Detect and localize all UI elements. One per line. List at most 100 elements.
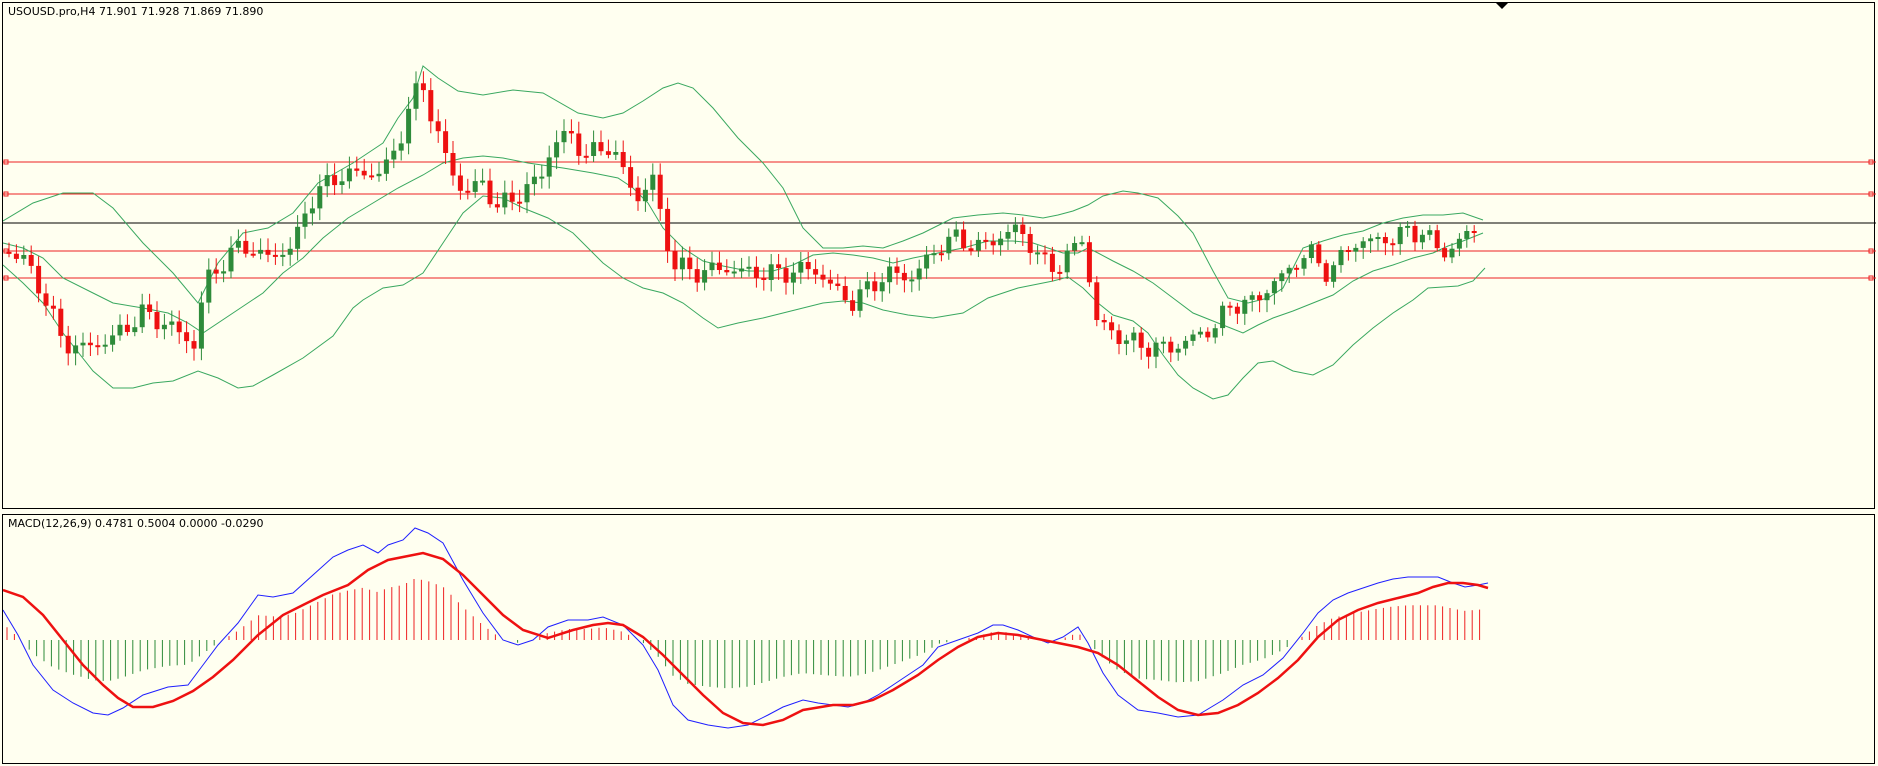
- candle-body: [1220, 305, 1226, 329]
- candle-body: [1094, 282, 1100, 320]
- candle-body: [1109, 322, 1115, 331]
- candle-body: [1183, 340, 1189, 349]
- candle-body: [531, 176, 537, 185]
- candle-body: [583, 155, 589, 158]
- candle-body: [154, 312, 160, 330]
- candle-body: [1345, 250, 1351, 252]
- candle-body: [1471, 231, 1477, 233]
- candle-body: [724, 270, 730, 273]
- candle-body: [1168, 341, 1174, 353]
- candle-body: [1234, 306, 1240, 314]
- candle-body: [280, 254, 286, 257]
- candle-body: [1434, 230, 1440, 249]
- price-chart-pane[interactable]: USOUSD.pro,H4 71.901 71.928 71.869 71.89…: [2, 2, 1876, 510]
- candle-body: [1175, 348, 1181, 353]
- candle-body: [1308, 244, 1314, 258]
- candle-body: [228, 247, 234, 272]
- candle-body: [938, 253, 944, 256]
- macd-chart[interactable]: [3, 515, 1876, 765]
- candle-body: [1449, 248, 1455, 258]
- candle-body: [879, 282, 885, 292]
- candle-body: [761, 278, 767, 280]
- candle-body: [1397, 227, 1403, 245]
- candle-body: [302, 213, 308, 227]
- level-line-handle-right: [1868, 159, 1874, 165]
- candle-body: [776, 264, 782, 268]
- candle-body: [909, 279, 915, 282]
- candle-body: [487, 180, 493, 205]
- candle-body: [243, 240, 249, 254]
- candle-body: [872, 281, 878, 292]
- candle-body: [1331, 265, 1337, 282]
- candle-body: [169, 321, 175, 325]
- candle-body: [21, 255, 27, 259]
- candle-body: [1405, 225, 1411, 228]
- candle-body: [36, 265, 42, 294]
- candle-body: [295, 226, 301, 249]
- candle-body: [731, 271, 737, 274]
- candle-body: [132, 327, 138, 333]
- candle-body: [102, 344, 108, 347]
- candle-body: [864, 281, 870, 290]
- candle-body: [1456, 238, 1462, 249]
- candle-body: [213, 269, 219, 274]
- symbol-info-label: USOUSD.pro,H4 71.901 71.928 71.869 71.89…: [8, 5, 264, 18]
- candle-body: [687, 257, 693, 270]
- candle-body: [1442, 248, 1448, 258]
- level-line-handle-left: [3, 248, 9, 254]
- candle-body: [1160, 341, 1166, 344]
- candle-body: [591, 142, 597, 156]
- candle-body: [990, 241, 996, 246]
- macd-pane[interactable]: MACD(12,26,9) 0.4781 0.5004 0.0000 -0.02…: [2, 514, 1875, 764]
- candle-body: [443, 131, 449, 153]
- level-line-handle-left: [3, 191, 9, 197]
- level-line-handle-right: [1868, 248, 1874, 254]
- candle-body: [1242, 299, 1248, 314]
- candle-body: [790, 272, 796, 283]
- macd-signal-line: [3, 551, 1489, 727]
- candle-body: [1057, 271, 1063, 274]
- candle-body: [1205, 331, 1211, 338]
- candle-body: [1227, 305, 1233, 308]
- candle-body: [1271, 281, 1277, 294]
- candle-body: [369, 175, 375, 178]
- candle-body: [428, 90, 434, 122]
- candle-body: [1101, 320, 1107, 323]
- candle-body: [887, 266, 893, 283]
- candle-body: [642, 189, 648, 202]
- candle-body: [221, 271, 227, 274]
- candle-body: [191, 341, 197, 349]
- macd-histogram-group: [6, 579, 1481, 689]
- candle-body: [317, 186, 323, 209]
- candle-body: [1020, 224, 1026, 234]
- candle-body: [413, 83, 419, 109]
- candle-body: [1123, 340, 1129, 344]
- candle-body: [1049, 253, 1055, 272]
- candle-body: [147, 304, 153, 312]
- candle-body: [1286, 267, 1292, 274]
- candle-body: [1360, 241, 1366, 248]
- candle-body: [953, 229, 959, 237]
- candle-body: [1035, 252, 1041, 255]
- chart-shift-marker-icon: [1496, 3, 1508, 9]
- candle-body: [924, 254, 930, 269]
- candle-body: [265, 249, 271, 255]
- candle-body: [1212, 328, 1218, 338]
- candle-body: [494, 204, 500, 208]
- candle-body: [332, 175, 338, 186]
- candle-body: [1249, 295, 1255, 300]
- candle-body: [983, 239, 989, 242]
- candle-body: [65, 335, 71, 354]
- candle-body: [117, 324, 123, 336]
- level-line-handle-right: [1868, 275, 1874, 281]
- candle-body: [554, 142, 560, 158]
- candle-body: [206, 269, 212, 303]
- price-chart[interactable]: [3, 3, 1876, 510]
- candle-body: [650, 174, 656, 190]
- candle-body: [435, 121, 441, 132]
- candle-body: [235, 240, 241, 248]
- candle-body: [13, 253, 19, 259]
- candle-body: [309, 208, 315, 214]
- candle-body: [665, 208, 671, 251]
- candle-body: [524, 184, 530, 203]
